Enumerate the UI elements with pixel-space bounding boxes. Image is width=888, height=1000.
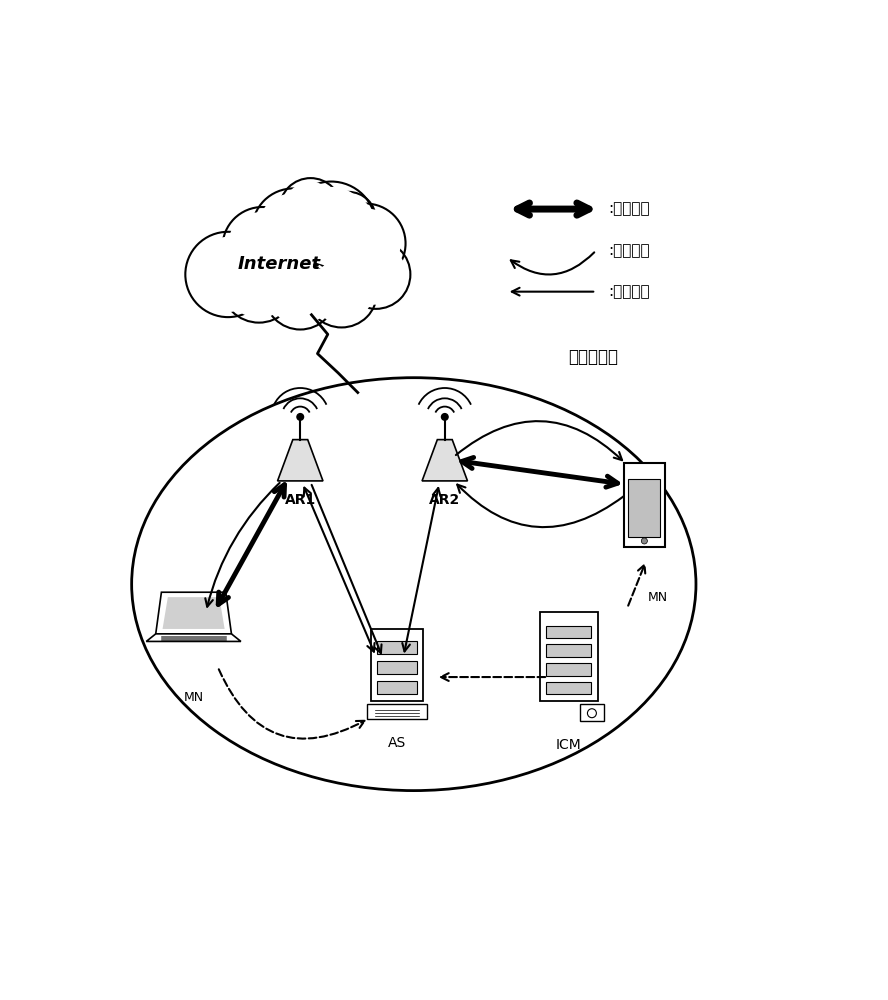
Circle shape [345,244,406,305]
Circle shape [297,414,304,420]
Circle shape [227,212,297,282]
Circle shape [186,232,271,317]
Circle shape [441,414,448,420]
Text: AR2: AR2 [429,493,460,507]
FancyArrowPatch shape [462,457,618,487]
Polygon shape [422,440,467,481]
Text: MN: MN [648,591,668,604]
FancyArrowPatch shape [511,288,593,296]
Circle shape [310,260,373,323]
Bar [546,682,591,694]
Bar [629,479,661,537]
FancyArrowPatch shape [218,485,284,604]
Circle shape [321,192,376,247]
FancyArrowPatch shape [402,488,440,651]
Text: AS: AS [387,736,406,750]
FancyArrowPatch shape [312,485,382,653]
Bar [540,612,598,701]
Bar [370,629,423,701]
FancyArrowPatch shape [628,565,646,606]
Circle shape [221,247,297,323]
Circle shape [641,538,647,544]
Polygon shape [155,592,232,634]
Bar [580,704,605,721]
Bar [367,704,426,719]
Bar [377,641,416,654]
Text: 自治安全域: 自治安全域 [567,348,618,366]
Circle shape [280,178,342,240]
FancyArrowPatch shape [218,669,365,739]
Text: MN: MN [184,691,203,704]
Circle shape [287,182,376,271]
Circle shape [292,187,370,266]
FancyArrowPatch shape [457,485,623,527]
Bar [377,681,416,694]
Circle shape [305,256,377,327]
Circle shape [330,208,400,279]
Polygon shape [278,440,323,481]
Polygon shape [147,634,241,641]
Bar [623,463,665,547]
Text: Internet: Internet [238,255,321,273]
Bar [377,661,416,674]
Circle shape [226,251,292,318]
Circle shape [257,193,329,266]
Bar [546,663,591,676]
Circle shape [223,207,302,287]
Bar [546,644,591,657]
Circle shape [265,258,336,330]
FancyArrowPatch shape [456,421,622,460]
FancyArrowPatch shape [441,673,545,681]
Circle shape [342,240,410,309]
Text: :接入认证: :接入认证 [608,243,650,258]
Polygon shape [163,597,225,629]
FancyArrowPatch shape [205,483,280,607]
FancyArrowPatch shape [517,203,589,215]
Circle shape [324,195,373,244]
Circle shape [326,204,406,283]
Text: :凭证颁发: :凭证颁发 [608,284,650,299]
Bar [546,626,591,638]
Text: ICM: ICM [556,738,582,752]
Text: :数据通信: :数据通信 [608,202,650,217]
Circle shape [190,237,266,312]
Circle shape [269,262,332,325]
FancyArrowPatch shape [304,488,375,652]
Circle shape [283,182,337,236]
Text: AR1: AR1 [285,493,316,507]
FancyArrowPatch shape [511,252,594,275]
Circle shape [252,188,335,271]
